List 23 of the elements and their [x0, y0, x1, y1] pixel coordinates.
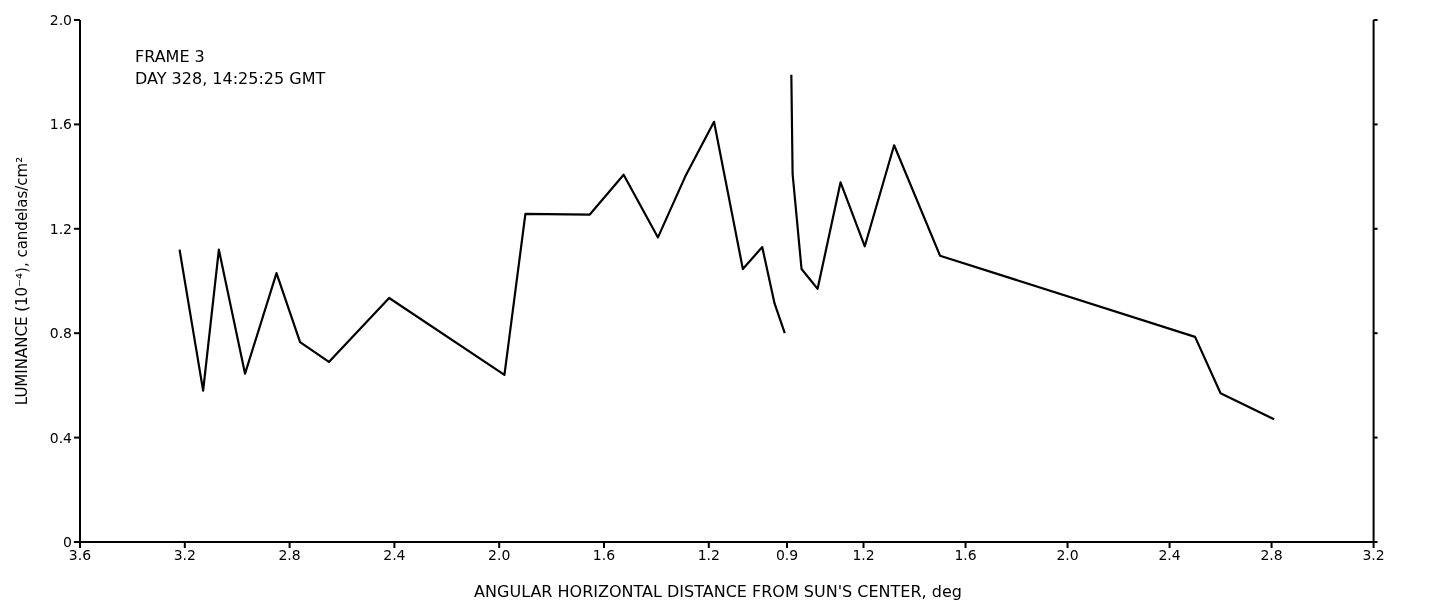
x-tick-label: 2.0: [1056, 546, 1080, 563]
x-tick-label: 2.4: [1158, 546, 1182, 563]
x-tick-label: 3.2: [1362, 546, 1386, 563]
annotation: FRAME 3: [135, 46, 206, 68]
x-tick-label: 3.2: [173, 546, 196, 563]
line-series: [178, 120, 786, 392]
y-tick-label: 0.8: [49, 325, 72, 342]
x-tick-label: 1.2: [852, 546, 876, 563]
x-tick-label: 0.9: [776, 546, 799, 563]
annotation: DAY 328, 14:25:25 GMT: [135, 68, 326, 90]
y-axis-title: LUMINANCE (10⁻⁴), candelas/cm²: [13, 156, 31, 406]
x-tick-label: 2.4: [383, 546, 406, 563]
x-tick-label: 1.6: [954, 546, 978, 563]
y-tick-label: 1.2: [49, 220, 72, 237]
x-axis-title: ANGULAR HORIZONTAL DISTANCE FROM SUN'S CENTER, deg: [473, 582, 963, 600]
x-tick-label: 2.8: [278, 546, 301, 563]
x-tick-label: 1.2: [697, 546, 720, 563]
x-tick-label: 1.6: [592, 546, 616, 563]
y-tick-label: 0.4: [49, 429, 73, 446]
y-tick-label: 1.6: [49, 116, 73, 133]
x-tick-label: 2.8: [1260, 546, 1284, 563]
x-tick-label: 2.0: [488, 546, 511, 563]
y-tick-label: 2.0: [49, 11, 72, 28]
